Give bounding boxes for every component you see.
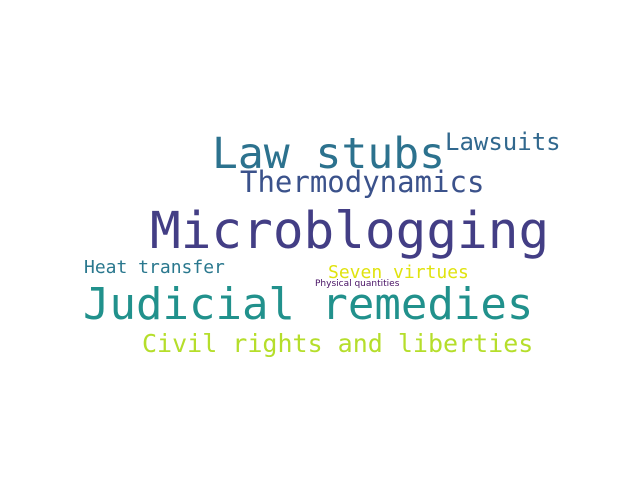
word-civil-rights-and-liberties: Civil rights and liberties xyxy=(142,329,534,358)
word-law-stubs: Law stubs xyxy=(212,129,445,179)
word-seven-virtues: Seven virtues xyxy=(328,262,469,283)
word-judicial-remedies: Judicial remedies xyxy=(83,279,534,330)
word-microblogging: Microblogging xyxy=(150,202,550,261)
word-lawsuits: Lawsuits xyxy=(445,128,561,156)
word-thermodynamics: Thermodynamics xyxy=(240,165,485,199)
word-physical-quantities: Physical quantities xyxy=(315,279,400,289)
word-heat-transfer: Heat transfer xyxy=(84,257,225,278)
